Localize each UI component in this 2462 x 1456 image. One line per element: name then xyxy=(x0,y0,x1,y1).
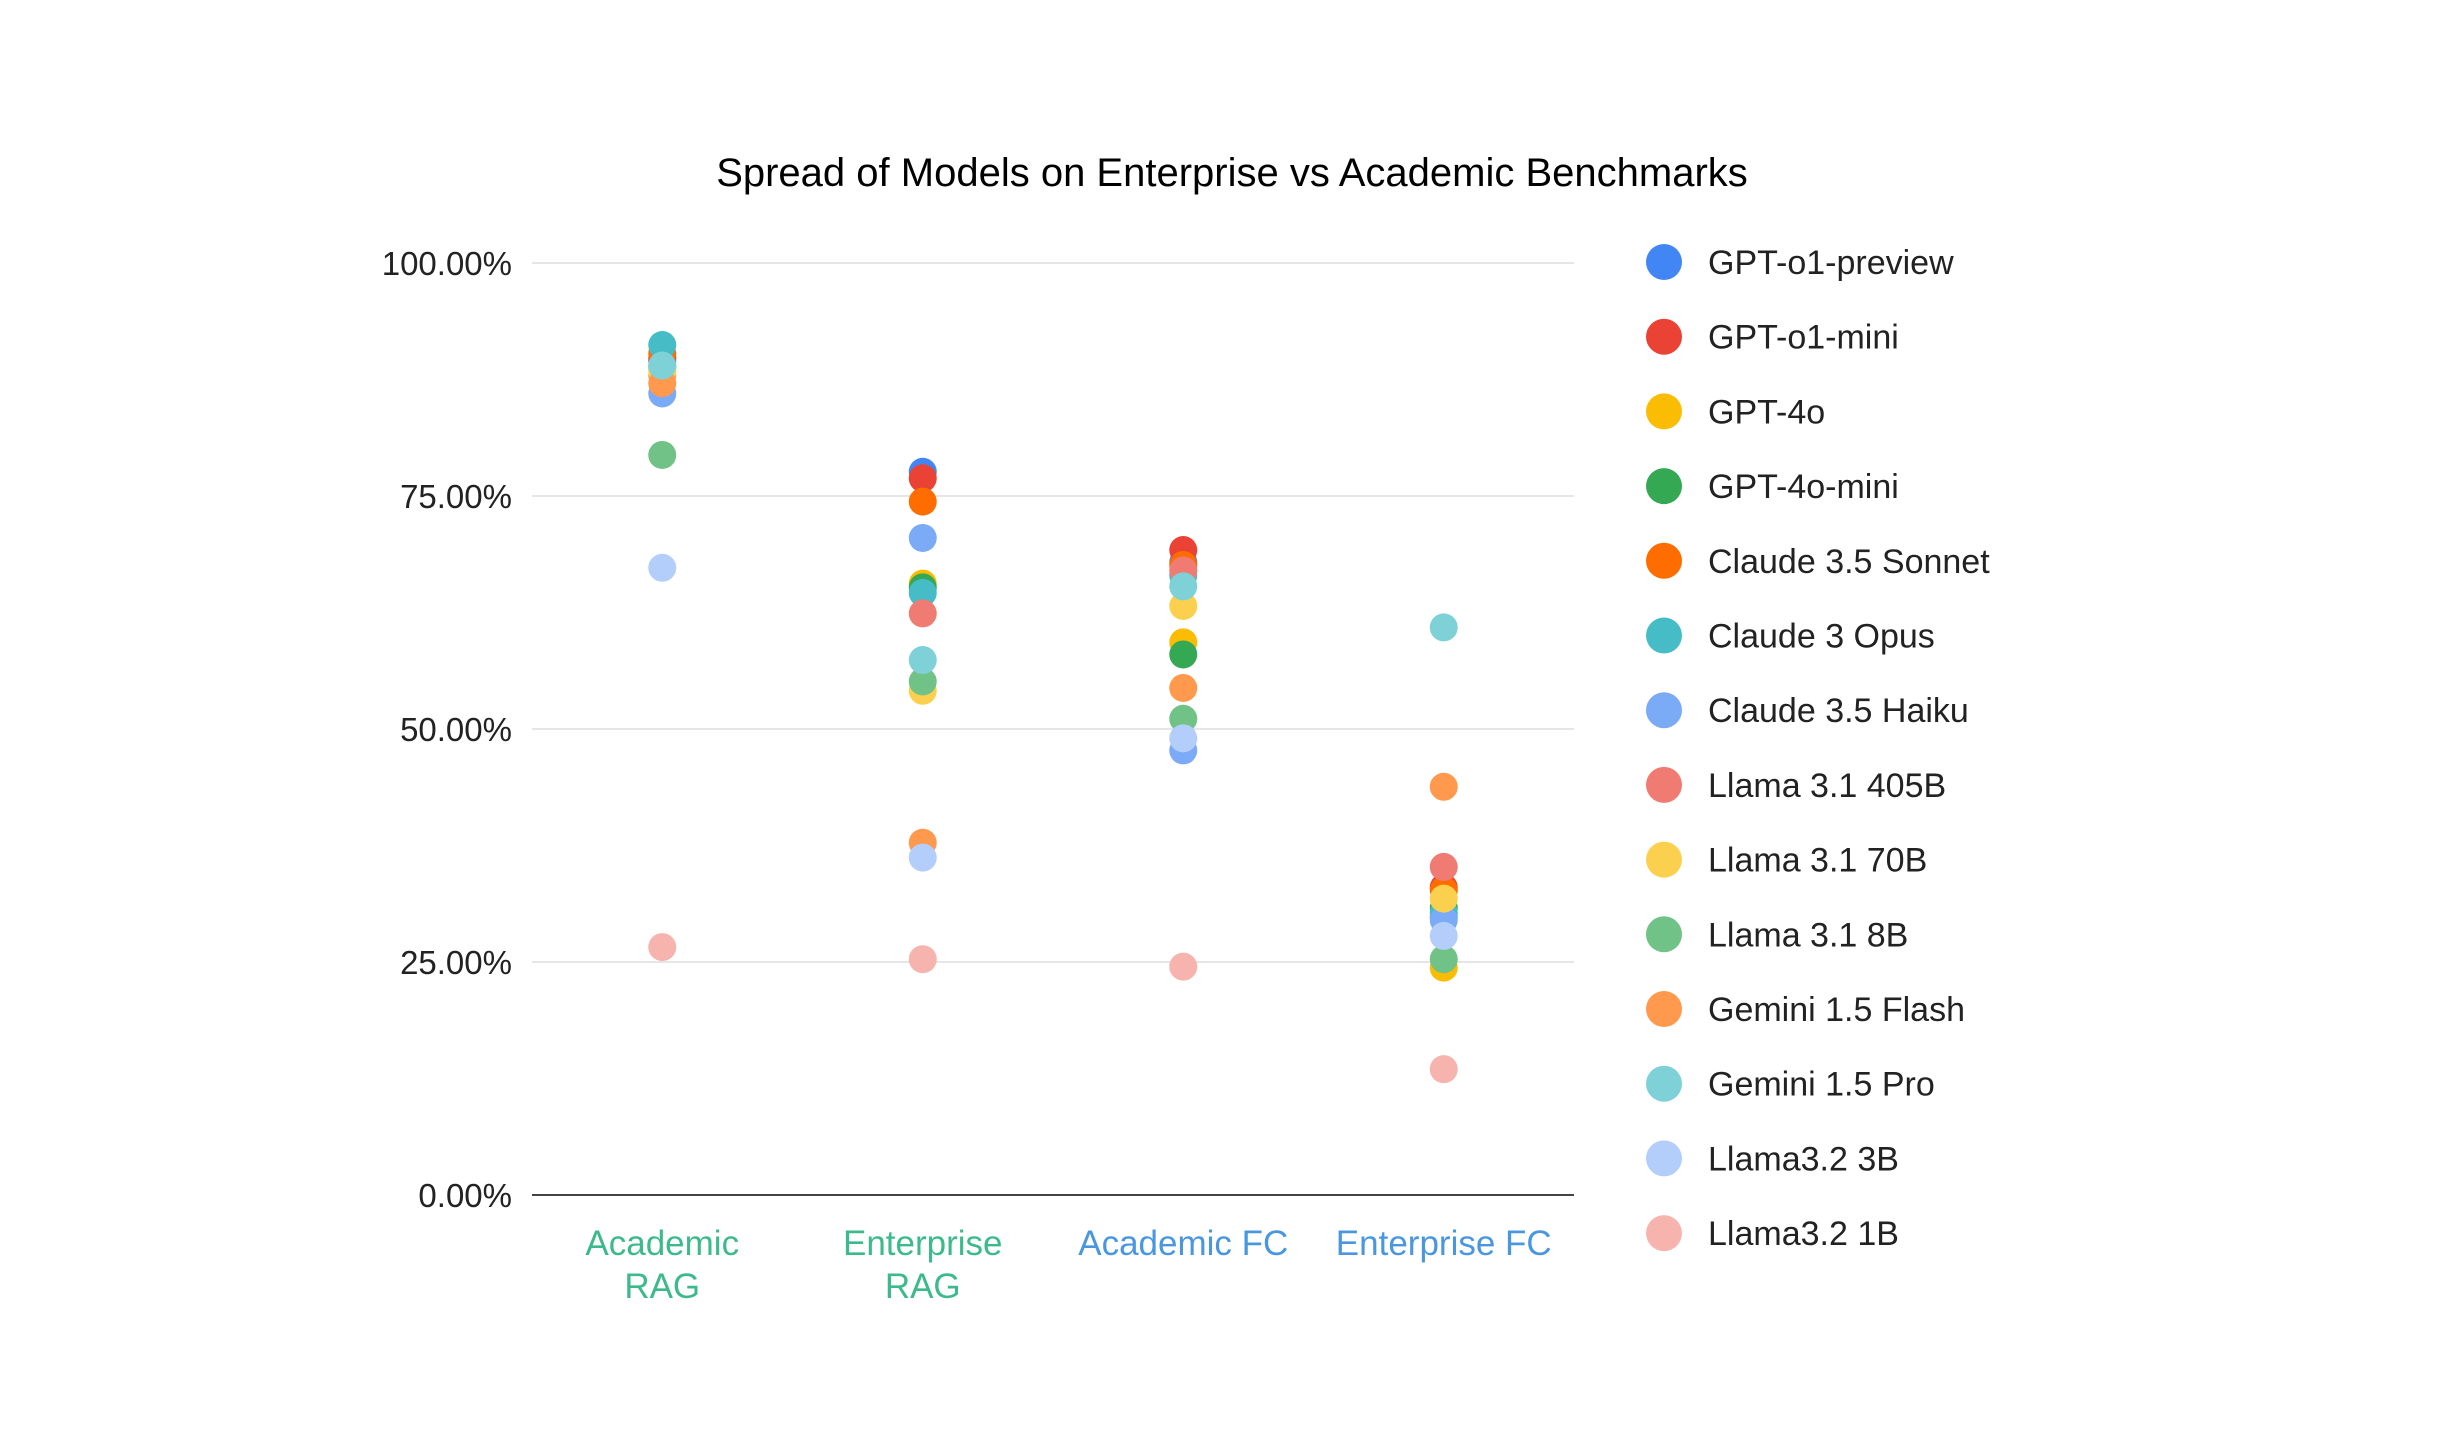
gridlines xyxy=(532,262,1574,1196)
data-point xyxy=(908,578,937,607)
legend-marker-icon xyxy=(1646,617,1682,654)
data-point xyxy=(648,331,677,360)
legend-label: GPT-4o xyxy=(1708,393,1825,431)
legend-marker-icon xyxy=(1646,841,1682,878)
y-axis-ticks: 0.00% 25.00% 50.00% 75.00% 100.00% xyxy=(382,245,512,1214)
y-tick-label: 100.00% xyxy=(382,245,512,282)
data-point xyxy=(908,646,937,675)
legend-label: Llama3.2 3B xyxy=(1708,1140,1899,1178)
x-tick-label: Academic FC xyxy=(1078,1224,1288,1263)
legend-marker-icon xyxy=(1646,468,1682,505)
data-point xyxy=(1169,591,1198,620)
legend-item: Claude 3.5 Haiku xyxy=(1646,692,1969,730)
legend-marker-icon xyxy=(1646,1215,1682,1252)
legend-item: GPT-o1-preview xyxy=(1646,244,1954,282)
data-point xyxy=(1429,613,1458,642)
legend-item: Gemini 1.5 Flash xyxy=(1646,991,1965,1029)
legend-label: Gemini 1.5 Pro xyxy=(1708,1066,1935,1104)
legend-item: Gemini 1.5 Pro xyxy=(1646,1065,1935,1104)
legend-label: Claude 3 Opus xyxy=(1708,618,1935,656)
data-point xyxy=(1169,704,1198,733)
x-tick-label: Academic RAG xyxy=(585,1224,739,1306)
legend-label: Claude 3.5 Haiku xyxy=(1708,692,1969,730)
data-point xyxy=(908,599,937,628)
y-tick-label: 50.00% xyxy=(400,711,512,748)
y-tick-label: 75.00% xyxy=(400,478,512,515)
x-tick-label: Enterprise FC xyxy=(1336,1224,1552,1263)
data-point xyxy=(1429,884,1458,913)
legend: GPT-o1-preview GPT-o1-mini GPT-4o GPT-4o-mi… xyxy=(1646,244,1990,1253)
legend-marker-icon xyxy=(1646,1065,1682,1102)
legend-item: GPT-o1-mini xyxy=(1646,318,1899,357)
data-point xyxy=(1169,952,1198,981)
legend-marker-icon xyxy=(1646,393,1682,430)
data-point xyxy=(908,487,937,516)
legend-label: Gemini 1.5 Flash xyxy=(1708,991,1965,1029)
x-tick-label-line: RAG xyxy=(885,1267,961,1306)
legend-label: Llama 3.1 405B xyxy=(1708,767,1946,805)
legend-item: Llama 3.1 405B xyxy=(1646,766,1946,805)
data-point xyxy=(648,351,677,380)
data-point xyxy=(908,523,937,552)
x-tick-label-line: Academic FC xyxy=(1078,1224,1288,1263)
data-point xyxy=(908,464,937,493)
legend-marker-icon xyxy=(1646,991,1682,1027)
data-point xyxy=(648,553,677,582)
data-point xyxy=(908,843,937,872)
data-points xyxy=(648,331,1458,1084)
legend-item: GPT-4o-mini xyxy=(1646,468,1899,506)
legend-marker-icon xyxy=(1646,542,1682,579)
data-point xyxy=(908,667,937,696)
data-point xyxy=(1429,772,1458,801)
data-point xyxy=(648,440,677,469)
data-point xyxy=(1169,724,1198,753)
legend-marker-icon xyxy=(1646,692,1682,729)
legend-item: Llama 3.1 70B xyxy=(1646,841,1927,880)
data-point xyxy=(1429,921,1458,950)
legend-item: Llama3.2 3B xyxy=(1646,1140,1899,1178)
legend-label: Llama3.2 1B xyxy=(1708,1215,1899,1253)
y-tick-label: 0.00% xyxy=(418,1177,512,1214)
series-llama3-2-3b xyxy=(648,553,1458,950)
data-point xyxy=(1429,1055,1458,1084)
x-tick-label-line: Enterprise FC xyxy=(1336,1224,1552,1263)
legend-label: Claude 3.5 Sonnet xyxy=(1708,543,1990,581)
series-llama3-2-1b xyxy=(648,933,1458,1084)
data-point xyxy=(908,945,937,974)
legend-item: Llama 3.1 8B xyxy=(1646,916,1908,954)
data-point xyxy=(1169,640,1198,669)
x-axis-ticks: Academic RAG Enterprise RAG Academic FC Enter… xyxy=(585,1224,1551,1306)
legend-label: Llama 3.1 8B xyxy=(1708,916,1908,954)
legend-item: GPT-4o xyxy=(1646,393,1825,431)
legend-item: Claude 3 Opus xyxy=(1646,617,1935,656)
legend-label: GPT-4o-mini xyxy=(1708,468,1899,506)
data-point xyxy=(1169,572,1198,601)
legend-marker-icon xyxy=(1646,766,1682,803)
data-point xyxy=(1429,945,1458,974)
data-point xyxy=(1429,852,1458,881)
legend-item: Llama3.2 1B xyxy=(1646,1215,1899,1253)
legend-marker-icon xyxy=(1646,1140,1682,1177)
x-tick-label: Enterprise RAG xyxy=(843,1224,1003,1306)
legend-marker-icon xyxy=(1646,318,1682,355)
data-point xyxy=(648,933,677,962)
chart-title: Spread of Models on Enterprise vs Academ… xyxy=(716,151,1748,195)
legend-marker-icon xyxy=(1646,916,1682,953)
x-tick-label-line: Enterprise xyxy=(843,1224,1003,1263)
legend-item: Claude 3.5 Sonnet xyxy=(1646,542,1990,581)
legend-label: GPT-o1-preview xyxy=(1708,244,1954,282)
data-point xyxy=(1169,673,1198,702)
x-tick-label-line: Academic xyxy=(585,1224,739,1263)
series-llama-3-1-8b xyxy=(648,440,1458,974)
y-tick-label: 25.00% xyxy=(400,944,512,981)
legend-label: Llama 3.1 70B xyxy=(1708,842,1927,880)
series-gemini-1-5-pro xyxy=(648,351,1458,675)
x-tick-label-line: RAG xyxy=(624,1267,700,1306)
legend-marker-icon xyxy=(1646,244,1682,280)
legend-label: GPT-o1-mini xyxy=(1708,319,1899,357)
